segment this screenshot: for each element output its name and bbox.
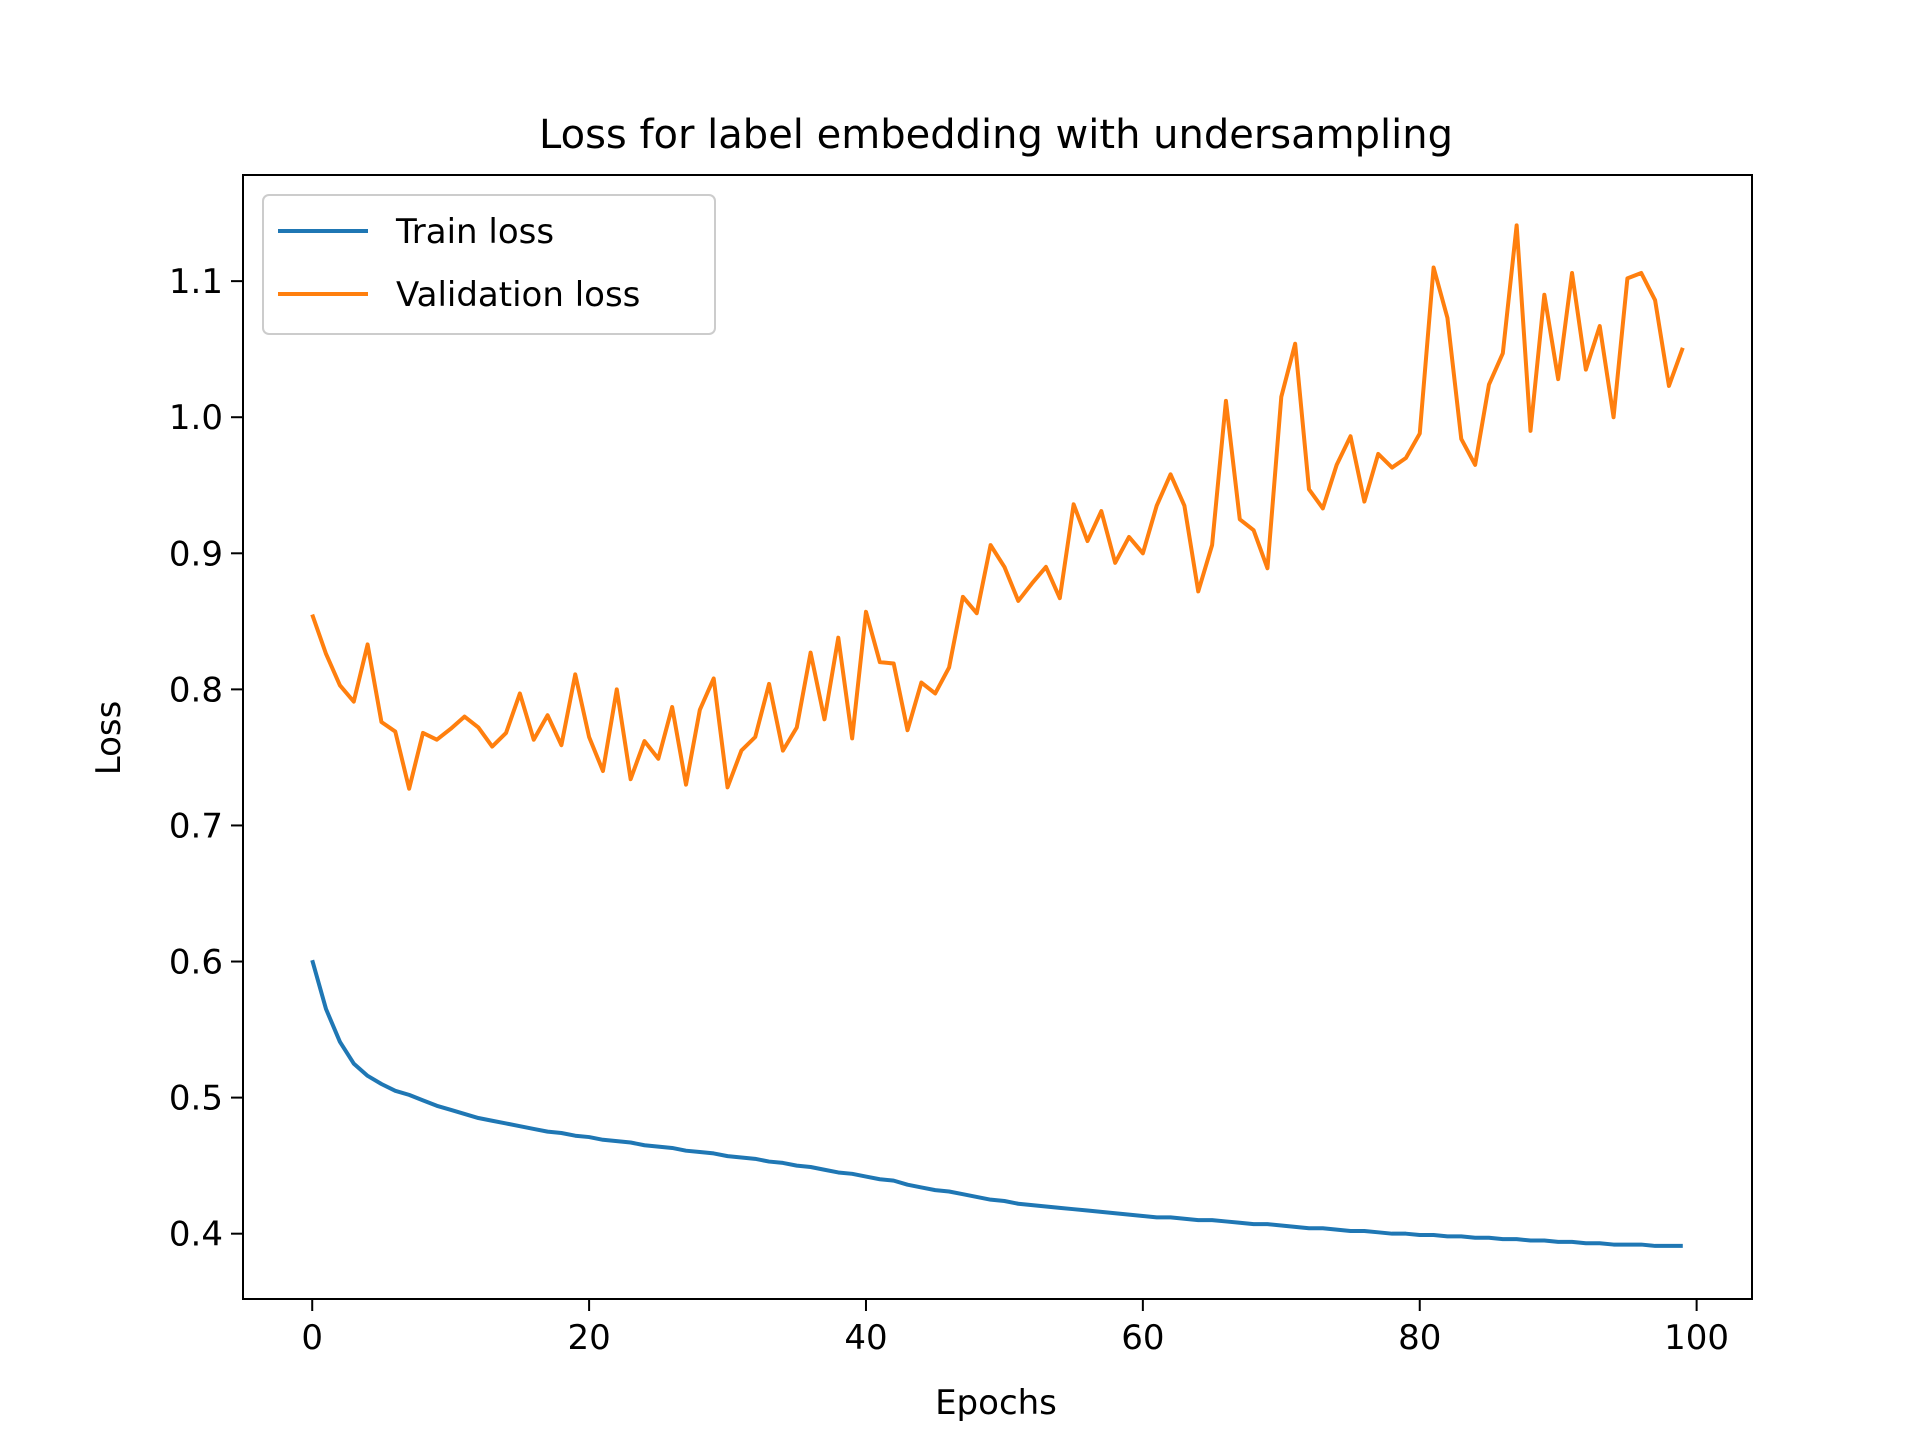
y-tick-label: 0.4: [169, 1215, 223, 1255]
y-tick-label: 0.6: [169, 943, 223, 983]
y-tick-label: 0.5: [169, 1079, 223, 1119]
y-axis: 0.4 0.5 0.6 0.7 0.8 0.9 1.0 1.1: [169, 262, 243, 1255]
x-tick-label: 0: [301, 1318, 323, 1358]
legend: Train loss Validation loss: [262, 194, 716, 335]
legend-box: [262, 194, 716, 335]
y-axis-title: Loss: [89, 701, 129, 776]
x-tick-label: 20: [567, 1318, 610, 1358]
y-tick-label: 0.7: [169, 806, 223, 846]
series-line-train-loss: [310, 959, 1683, 1248]
y-tick-label: 0.9: [169, 534, 223, 574]
plot-frame: [242, 174, 1753, 1300]
legend-label-validation-loss: Validation loss: [396, 275, 640, 315]
legend-label-train-loss: Train loss: [395, 212, 554, 252]
y-tick-label: 1.1: [169, 262, 223, 302]
x-tick-label: 100: [1664, 1318, 1729, 1358]
y-tick-label: 1.0: [169, 398, 223, 438]
x-tick-label: 80: [1398, 1318, 1441, 1358]
x-tick-label: 40: [844, 1318, 887, 1358]
y-tick-label: 0.8: [169, 670, 223, 710]
x-axis-title: Epochs: [935, 1383, 1057, 1423]
plot-area: [310, 223, 1685, 1248]
chart-title: Loss for label embedding with undersampl…: [539, 112, 1453, 158]
series-line-validation-loss: [310, 223, 1685, 791]
x-tick-label: 60: [1121, 1318, 1164, 1358]
x-axis: 0 20 40 60 80 100: [301, 1299, 1729, 1358]
